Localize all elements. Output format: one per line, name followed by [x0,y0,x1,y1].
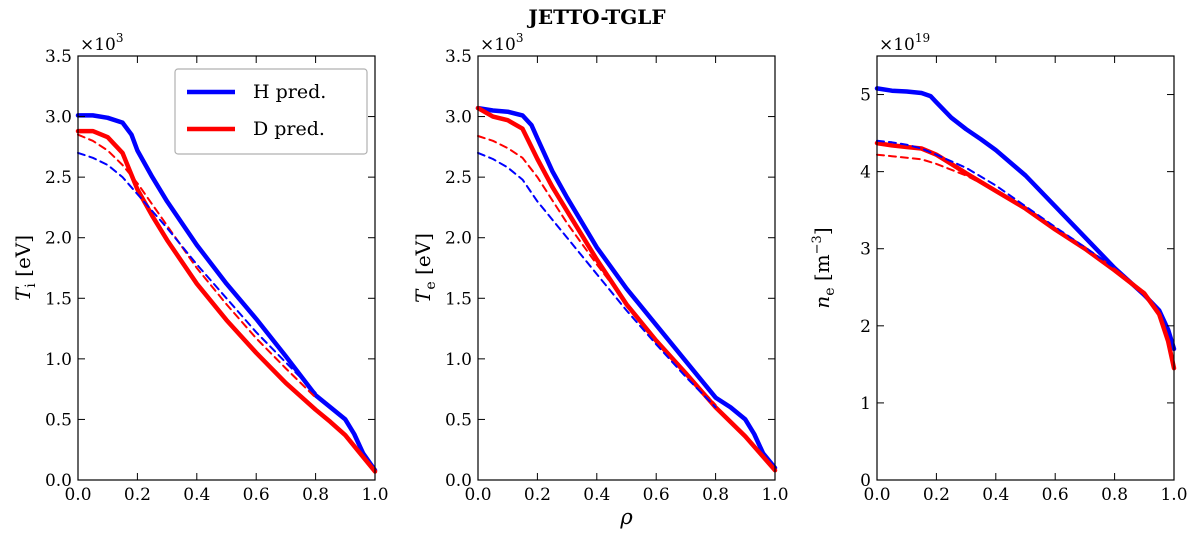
hpred-solid-line [475,105,778,471]
y-tick-label: 0.0 [45,471,72,491]
y-tick-label: 2.5 [445,168,472,188]
x-tick-label: 0.0 [464,485,491,505]
series-dashed-line [77,151,317,394]
x-tick-label: 0.2 [923,485,950,505]
y-tick-label: 0.0 [445,471,472,491]
hpred-solid-line [874,86,1177,352]
legend-label: H pred. [253,81,326,103]
subplot-2: 0.0 0.2 0.4 0.6 0.8 1.0 0.0 0.5 1.0 1.5 2.0 2.5 3.0 3… [411,31,789,529]
x-axis-label: ρ [619,505,633,529]
series-dashed-line [876,153,1116,272]
subplot-panels: 0.0 0.2 0.4 0.6 0.8 1.0 0.0 0.5 1.0 1.5 2.0 2.5 3.0 3… [11,31,1188,529]
y-tick-label: 0.5 [45,410,72,430]
subplot-1: 0.0 0.2 0.4 0.6 0.8 1.0 0.0 0.5 1.0 1.5 2.0 2.5 3.0 3… [11,31,389,505]
legend: H pred. D pred. [174,68,368,155]
y-tick-label: 5 [860,86,871,106]
y-tick-label: 2.0 [445,229,472,249]
y-tick-label: 1 [860,394,871,414]
dpred-solid-line [75,128,378,474]
figure-title: JETTO-TGLF [526,5,665,29]
y-tick-label: 1.5 [45,289,72,309]
axis-multiplier: ×103 [480,31,524,55]
series-dashed-line [876,139,1116,269]
axis-multiplier: ×103 [80,31,124,55]
legend-label: D pred. [253,118,325,140]
y-tick-label: 2.0 [45,229,72,249]
series-dashed-line [77,133,317,399]
x-tick-label: 1.0 [361,485,388,505]
x-tick-label: 0.0 [64,485,91,505]
x-tick-label: 1.0 [1160,485,1187,505]
x-tick-label: 0.2 [524,485,551,505]
dpred-solid-line [874,140,1177,371]
hpred-solid-line [75,113,378,473]
y-tick-label: 3.5 [445,47,472,67]
y-tick-label: 1.5 [445,289,472,309]
series-dashed-line [477,135,717,406]
y-tick-label: 1.0 [445,350,472,370]
x-tick-label: 0.0 [863,485,890,505]
x-tick-label: 0.6 [643,485,670,505]
x-tick-label: 0.8 [302,485,329,505]
x-tick-label: 0.6 [1042,485,1069,505]
y-axis-label: Te [eV] [411,233,439,303]
y-tick-label: 3.5 [45,47,72,67]
x-tick-label: 0.8 [1101,485,1128,505]
x-tick-label: 0.6 [243,485,270,505]
plot-frame [477,55,776,481]
y-tick-label: 0 [860,471,871,491]
y-axis-label: ne [m−3] [810,227,838,308]
y-axis-label: Ti [eV] [11,235,39,301]
series-dashed-line [477,151,717,409]
y-tick-label: 2.5 [45,168,72,188]
plot-frame [876,55,1175,481]
dpred-solid-line [475,105,778,473]
x-tick-label: 0.4 [982,485,1009,505]
axis-multiplier: ×1019 [879,31,930,55]
subplot-3: 0.0 0.2 0.4 0.6 0.8 1.0 0 1 2 3 4 5 ×1019 ne [m−3] [810,31,1188,505]
x-tick-label: 1.0 [761,485,788,505]
x-tick-label: 0.4 [183,485,210,505]
y-tick-label: 3.0 [445,108,472,128]
y-tick-label: 3 [860,240,871,260]
x-tick-label: 0.4 [583,485,610,505]
y-tick-label: 2 [860,317,871,337]
x-tick-label: 0.2 [124,485,151,505]
y-tick-label: 4 [860,163,871,183]
x-tick-label: 0.8 [702,485,729,505]
y-tick-label: 0.5 [445,410,472,430]
y-tick-label: 3.0 [45,108,72,128]
plot-frame [77,55,376,481]
y-tick-label: 1.0 [45,350,72,370]
